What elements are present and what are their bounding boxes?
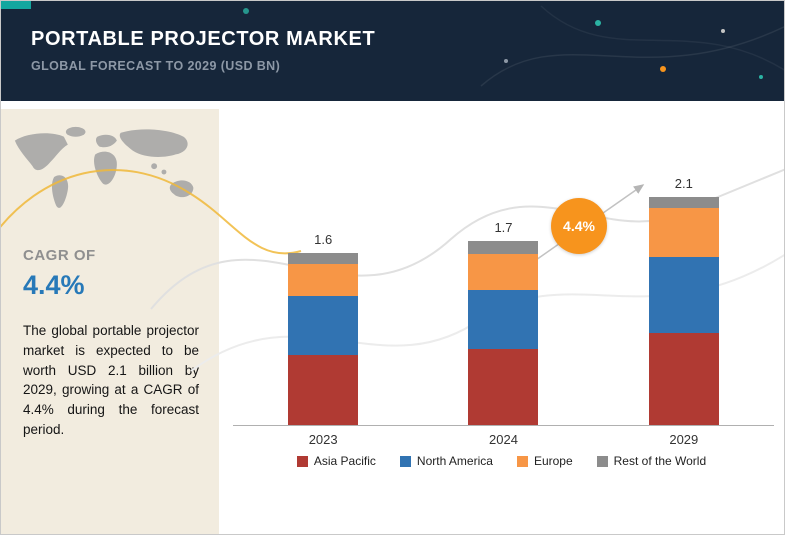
x-axis-labels: 2023 2024 2029 — [233, 432, 774, 447]
bar-segment-europe — [288, 264, 359, 296]
world-map — [7, 123, 213, 231]
content: CAGR OF 4.4% The global portable project… — [1, 101, 784, 534]
bar-segment-rest-of-the-world — [288, 253, 359, 264]
legend-swatch-europe — [516, 455, 528, 467]
bar-segment-asia-pacific — [648, 333, 719, 425]
stacked-bar-chart: 1.6 1.7 2.1 — [233, 109, 774, 426]
sidebar: CAGR OF 4.4% The global portable project… — [1, 109, 219, 534]
legend-swatch-north-america — [399, 455, 411, 467]
legend-item-north-america: North America — [399, 454, 493, 468]
chart-legend: Asia Pacific North America Europe Rest of t… — [219, 454, 784, 468]
bar-total-label: 1.7 — [494, 220, 513, 235]
cagr-value: 4.4% — [23, 269, 85, 300]
bar-stack-2029 — [648, 197, 719, 425]
legend-label: North America — [416, 454, 493, 468]
bar-segment-europe — [468, 254, 539, 290]
legend-label: Rest of the World — [613, 454, 707, 468]
bar-segment-north-america — [648, 257, 719, 333]
bar-segment-north-america — [288, 296, 359, 355]
legend-swatch-rest-of-the-world — [596, 455, 608, 467]
bar-total-label: 1.6 — [314, 232, 333, 247]
legend-label: Asia Pacific — [313, 454, 376, 468]
cagr-label: CAGR OF — [23, 246, 96, 264]
bar-total-label: 2.1 — [674, 176, 693, 191]
chart-area: 1.6 1.7 2.1 2023 2024 2029 Asia Pacific North… — [219, 109, 784, 534]
legend-item-rest-of-the-world: Rest of the World — [596, 454, 707, 468]
bar-group-2023: 1.6 — [288, 232, 359, 425]
legend-swatch-asia-pacific — [296, 455, 308, 467]
accent-bar — [1, 1, 31, 9]
header-network-decor — [243, 5, 784, 87]
bar-group-2029: 2.1 — [648, 176, 719, 425]
bar-segment-north-america — [468, 290, 539, 349]
legend-item-europe: Europe — [516, 454, 573, 468]
bar-segment-asia-pacific — [288, 355, 359, 425]
summary-text: The global portable projector market is … — [23, 322, 199, 438]
bar-segment-rest-of-the-world — [468, 241, 539, 254]
legend-label: Europe — [533, 454, 573, 468]
bar-stack-2023 — [288, 253, 359, 425]
bar-group-2024: 1.7 — [468, 220, 539, 425]
header: PORTABLE PROJECTOR MARKET GLOBAL FORECAS… — [1, 1, 784, 101]
bar-stack-2024 — [468, 241, 539, 425]
x-axis-label-2029: 2029 — [669, 432, 699, 447]
cagr-badge: 4.4% — [551, 198, 607, 254]
legend-item-asia-pacific: Asia Pacific — [296, 454, 376, 468]
bar-segment-europe — [648, 208, 719, 257]
page-title: PORTABLE PROJECTOR MARKET — [31, 28, 376, 50]
x-axis-label-2024: 2024 — [489, 432, 518, 447]
bar-segment-rest-of-the-world — [648, 197, 719, 208]
bar-segment-asia-pacific — [468, 349, 539, 425]
x-axis-label-2023: 2023 — [308, 432, 338, 447]
page-subtitle: GLOBAL FORECAST TO 2029 (USD BN) — [31, 59, 281, 73]
